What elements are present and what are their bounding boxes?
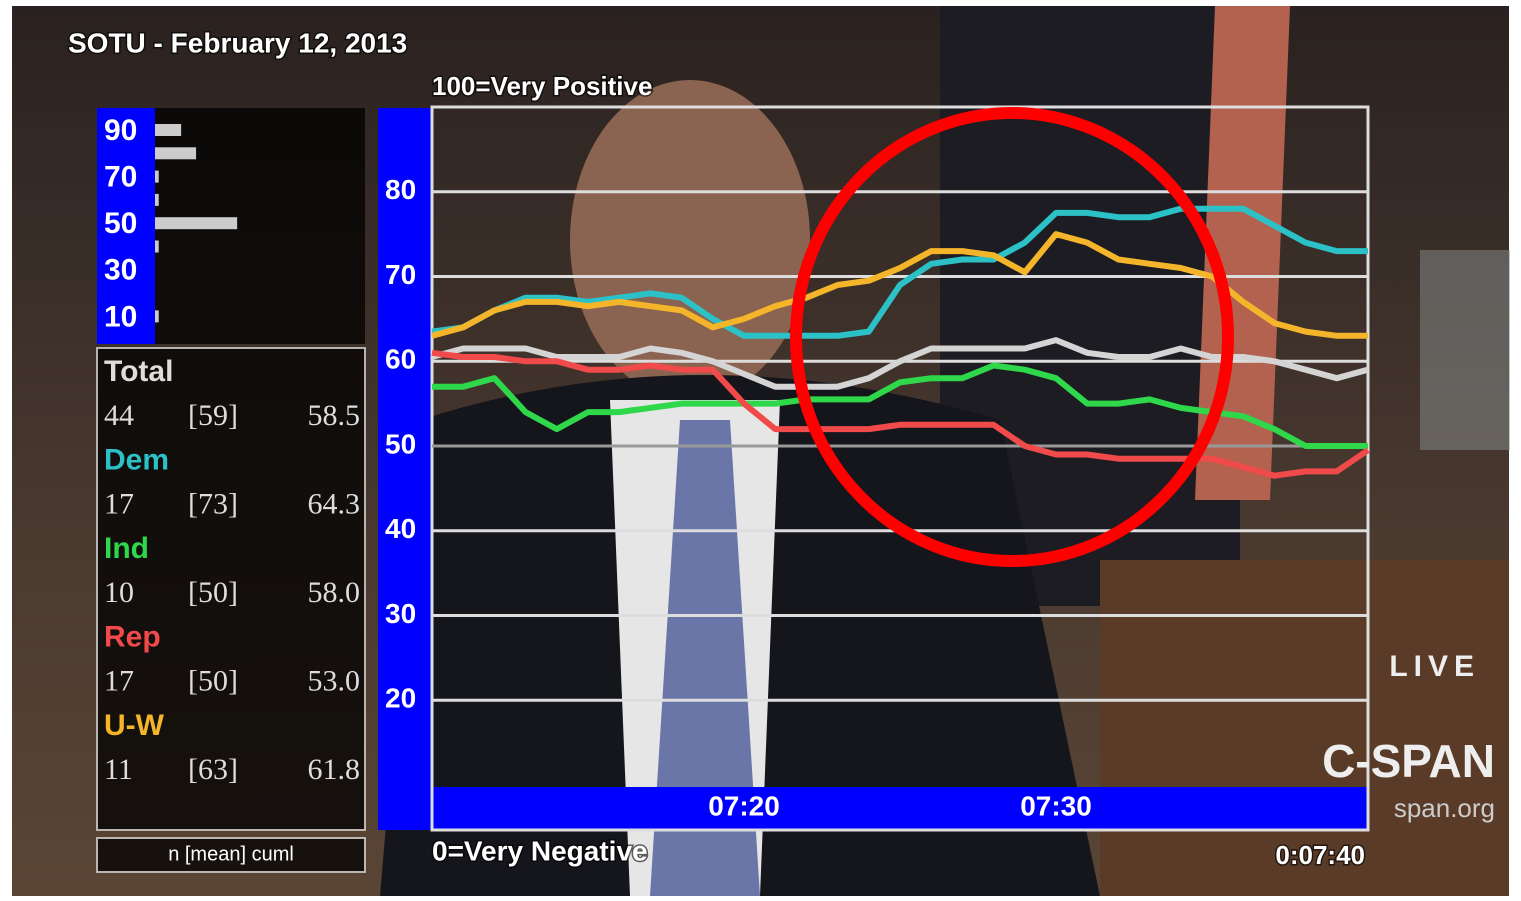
- group-label: Dem: [104, 443, 169, 476]
- y-tick-label: 50: [385, 428, 416, 459]
- histogram-label: 70: [104, 161, 137, 194]
- stat-value: 17: [104, 487, 134, 520]
- histogram-label: 30: [104, 254, 137, 287]
- histogram-bar: [155, 124, 181, 136]
- stat-value: 10: [104, 576, 134, 609]
- broadcast-title: SOTU - February 12, 2013: [68, 27, 407, 58]
- histogram-label: 50: [104, 207, 137, 240]
- x-tick-label: 07:30: [1020, 790, 1092, 821]
- stat-value: [73]: [188, 487, 238, 520]
- live-badge: LIVE: [1389, 650, 1480, 683]
- group-label: Rep: [104, 620, 161, 653]
- y-tick-label: 40: [385, 513, 416, 544]
- screen: SOTU - February 12, 2013 n [mean] cuml 1…: [0, 0, 1521, 901]
- group-label: Total: [104, 355, 173, 388]
- histogram-bar: [155, 171, 159, 183]
- y-tick-label: 80: [385, 174, 416, 205]
- histogram-bar: [155, 147, 196, 159]
- y-tick-label: 20: [385, 683, 416, 714]
- stat-value: [50]: [188, 576, 238, 609]
- stat-value: 17: [104, 664, 134, 697]
- network-logo: C-SPAN: [1322, 735, 1495, 787]
- stat-value: [50]: [188, 664, 238, 697]
- stat-value: 61.8: [308, 753, 361, 786]
- histogram-bar: [155, 194, 159, 206]
- stat-value: [59]: [188, 399, 238, 432]
- network-site: span.org: [1394, 793, 1495, 823]
- group-label: U-W: [104, 709, 165, 742]
- y-axis-strip: [378, 108, 432, 830]
- elapsed-time: 0:07:40: [1275, 840, 1365, 870]
- glass: [1420, 250, 1510, 450]
- stat-value: 53.0: [308, 664, 361, 697]
- stats-footer: n [mean] cuml: [168, 843, 294, 865]
- y-tick-label: 30: [385, 598, 416, 629]
- histogram-label: 90: [104, 114, 137, 147]
- histogram-bar: [155, 310, 159, 322]
- bottom-scale-label: 0=Very Negative: [432, 835, 648, 866]
- group-label: Ind: [104, 532, 149, 565]
- y-tick-label: 60: [385, 344, 416, 375]
- stat-value: 64.3: [308, 487, 361, 520]
- histogram-label: 10: [104, 300, 137, 333]
- histogram-bar: [155, 217, 237, 229]
- top-scale-label: 100=Very Positive: [432, 71, 652, 101]
- histogram-bar: [155, 241, 159, 253]
- y-tick-label: 70: [385, 259, 416, 290]
- stat-value: [63]: [188, 753, 238, 786]
- x-axis-strip: [432, 787, 1368, 830]
- stat-value: 58.0: [308, 576, 361, 609]
- stat-value: 11: [104, 753, 133, 786]
- stat-value: 44: [104, 399, 134, 432]
- stat-value: 58.5: [308, 399, 361, 432]
- x-tick-label: 07:20: [708, 790, 780, 821]
